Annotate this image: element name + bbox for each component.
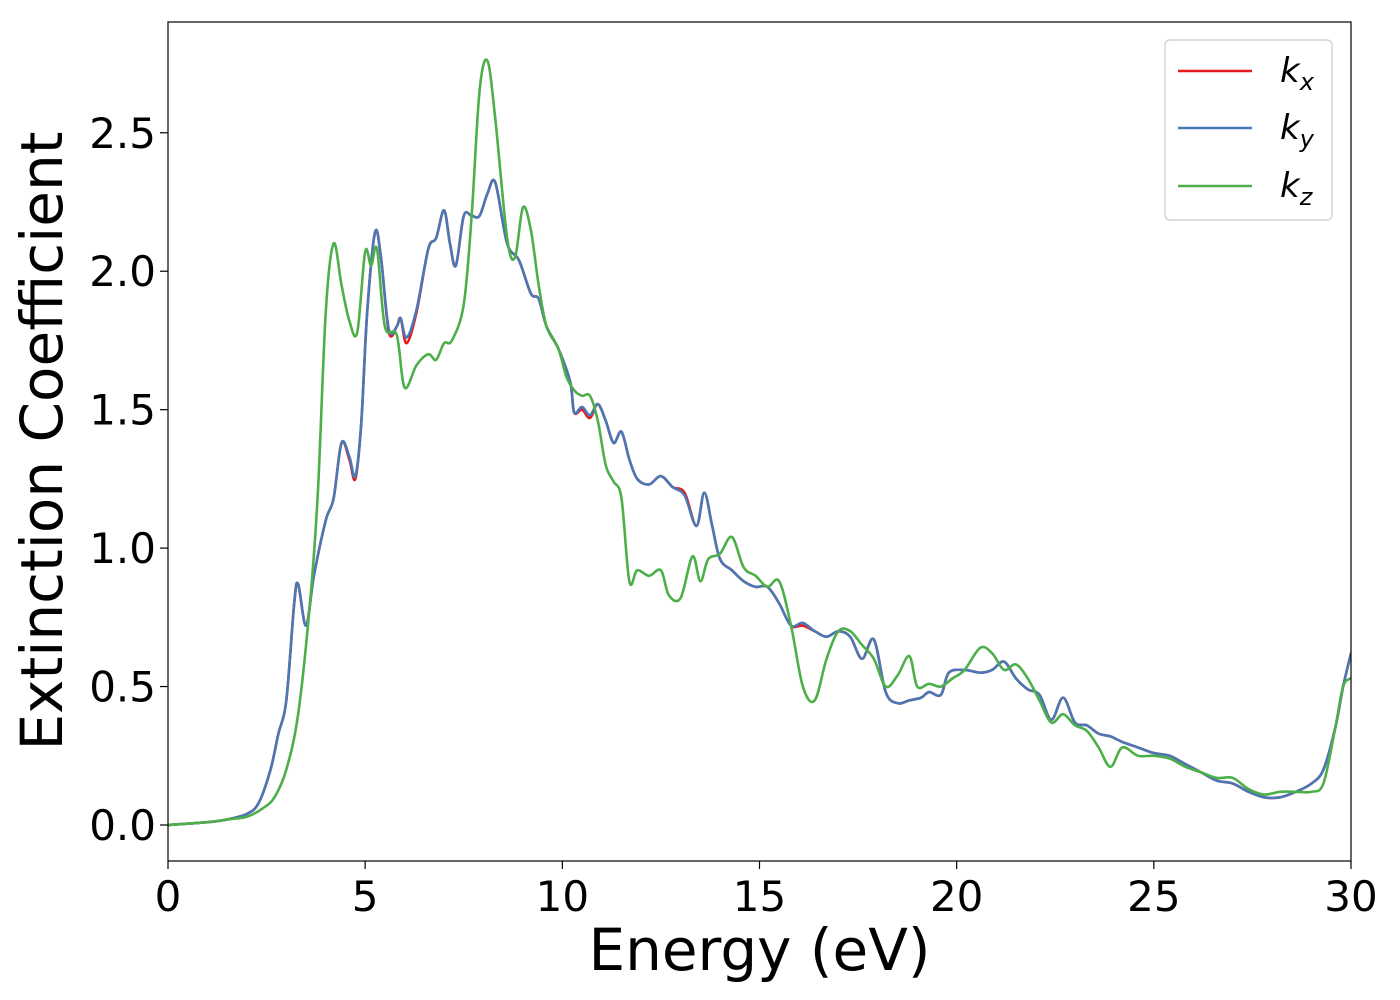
x-tick-label: 5	[352, 872, 379, 921]
x-tick-label: 0	[155, 872, 182, 921]
y-axis: 0.0 0.5 1.0 1.5 2.0 2.5	[89, 109, 168, 850]
x-tick-label: 15	[733, 872, 786, 921]
legend-box	[1164, 39, 1333, 221]
legend: kx ky kz	[1164, 39, 1333, 221]
x-axis: 0 5 10 15 20 25 30	[155, 861, 1378, 921]
y-tick-label: 2.5	[89, 109, 156, 158]
series-layer	[168, 58, 1351, 827]
x-axis-label: Energy (eV)	[588, 916, 930, 984]
series-line-z	[168, 58, 1351, 827]
series-line-y	[168, 178, 1351, 827]
legend-label-y: ky	[1280, 108, 1315, 153]
legend-label-x: kx	[1280, 51, 1315, 96]
y-tick-label: 1.0	[89, 524, 156, 573]
x-tick-label: 30	[1324, 872, 1377, 921]
plot-background	[168, 22, 1351, 861]
y-axis-label: Extinction Coefficient	[8, 132, 76, 751]
y-tick-label: 2.0	[89, 247, 156, 296]
y-tick-label: 1.5	[89, 386, 156, 435]
plot-area	[167, 21, 1352, 862]
x-tick-label: 25	[1127, 872, 1180, 921]
x-tick-label: 20	[930, 872, 983, 921]
x-tick-label: 10	[536, 872, 589, 921]
y-tick-label: 0.0	[89, 801, 156, 850]
legend-label-z: kz	[1280, 166, 1314, 211]
y-tick-label: 0.5	[89, 663, 156, 712]
